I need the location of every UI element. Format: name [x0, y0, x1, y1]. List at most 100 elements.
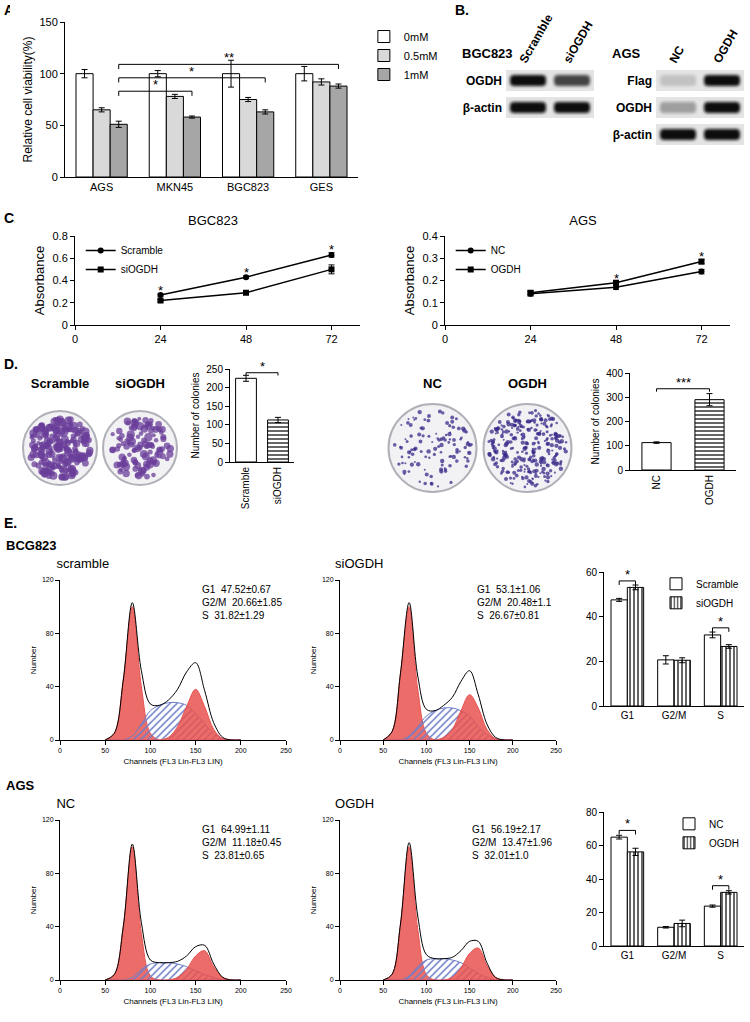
svg-text:200: 200 — [235, 987, 247, 994]
svg-text:48: 48 — [610, 333, 622, 345]
svg-text:BGC823: BGC823 — [188, 213, 238, 228]
svg-text:G1 56.19±2.17G2/M 13.47±1.96: G1 56.19±2.17G2/M 13.47±1.96S 32.01±1.0 — [472, 824, 552, 861]
svg-text:0.4: 0.4 — [53, 274, 68, 286]
svg-text:50: 50 — [46, 119, 58, 131]
svg-text:0mM: 0mM — [404, 31, 428, 43]
svg-text:*: * — [329, 242, 334, 257]
svg-text:OGDH: OGDH — [491, 264, 521, 275]
svg-text:120: 120 — [322, 576, 334, 583]
svg-text:GES: GES — [310, 181, 333, 193]
svg-text:50: 50 — [379, 987, 387, 994]
svg-text:50: 50 — [379, 747, 387, 754]
svg-text:80: 80 — [586, 807, 598, 818]
svg-text:OGDH: OGDH — [616, 101, 652, 115]
svg-text:24: 24 — [154, 333, 166, 345]
svg-text:150: 150 — [39, 16, 57, 28]
svg-text:0.4: 0.4 — [423, 230, 438, 242]
svg-text:OGDH: OGDH — [710, 27, 740, 65]
svg-text:0: 0 — [52, 171, 58, 183]
svg-text:*: * — [244, 265, 249, 280]
svg-text:48: 48 — [240, 333, 252, 345]
svg-text:**: ** — [224, 50, 234, 65]
svg-text:0: 0 — [217, 457, 223, 468]
svg-text:200: 200 — [507, 747, 519, 754]
svg-text:β-actin: β-actin — [463, 101, 502, 115]
svg-text:150: 150 — [190, 987, 202, 994]
svg-text:250: 250 — [550, 747, 562, 754]
svg-text:G1 47.52±0.67G2/M 20.66±1.85: G1 47.52±0.67G2/M 20.66±1.85S 31.82±1.29 — [202, 584, 282, 621]
svg-text:50: 50 — [101, 987, 109, 994]
svg-text:NC: NC — [491, 245, 505, 256]
svg-text:0: 0 — [338, 747, 342, 754]
svg-text:40: 40 — [326, 923, 334, 930]
svg-text:20: 20 — [586, 907, 598, 918]
svg-text:0: 0 — [330, 976, 334, 983]
svg-text:G2/M: G2/M — [662, 710, 686, 721]
svg-text:50: 50 — [101, 747, 109, 754]
svg-text:0.8: 0.8 — [53, 230, 68, 242]
svg-text:siOGDH: siOGDH — [696, 598, 733, 609]
svg-text:150: 150 — [464, 747, 476, 754]
svg-text:BGC823: BGC823 — [462, 46, 513, 61]
svg-text:Number: Number — [29, 885, 38, 914]
svg-text:OGDH: OGDH — [335, 796, 374, 811]
svg-text:0: 0 — [432, 319, 438, 331]
svg-text:Number of colonies: Number of colonies — [590, 378, 601, 464]
svg-text:Number: Number — [309, 885, 318, 914]
svg-text:Number: Number — [309, 645, 318, 674]
svg-text:OGDH: OGDH — [704, 475, 715, 505]
svg-text:Relative cell viability(%): Relative cell viability(%) — [21, 36, 35, 162]
svg-text:20: 20 — [586, 656, 598, 667]
svg-text:siOGDH: siOGDH — [115, 376, 165, 391]
svg-text:80: 80 — [46, 630, 54, 637]
svg-text:40: 40 — [46, 923, 54, 930]
svg-text:0: 0 — [62, 319, 68, 331]
svg-text:0.3: 0.3 — [423, 252, 438, 264]
svg-text:Scramble: Scramble — [121, 245, 164, 256]
svg-text:AGS: AGS — [90, 181, 113, 193]
svg-text:72: 72 — [695, 333, 707, 345]
svg-text:MKN45: MKN45 — [157, 181, 194, 193]
svg-text:NC: NC — [56, 796, 75, 811]
svg-text:300: 300 — [606, 392, 623, 403]
svg-text:Scramble: Scramble — [516, 11, 555, 65]
svg-text:G1 64.99±1.11G2/M 11.18±0.45: G1 64.99±1.11G2/M 11.18±0.45S 23.81±0.65 — [202, 824, 282, 861]
svg-text:0: 0 — [338, 987, 342, 994]
svg-text:Scramble: Scramble — [31, 376, 90, 391]
svg-text:Number of colonies: Number of colonies — [190, 372, 201, 458]
svg-text:G1: G1 — [621, 950, 635, 961]
svg-text:*: * — [153, 77, 158, 92]
svg-text:Scramble: Scramble — [240, 467, 251, 510]
svg-text:*: * — [614, 271, 619, 286]
svg-text:Absorbance: Absorbance — [32, 246, 47, 315]
svg-text:100: 100 — [39, 68, 57, 80]
svg-text:100: 100 — [421, 747, 433, 754]
svg-text:*: * — [718, 872, 723, 887]
svg-text:Channels (FL3 Lin-FL3 LIN): Channels (FL3 Lin-FL3 LIN) — [123, 757, 222, 766]
svg-text:AGS: AGS — [612, 46, 641, 61]
svg-text:S: S — [717, 950, 724, 961]
svg-text:400: 400 — [606, 368, 623, 379]
svg-text:100: 100 — [206, 419, 223, 430]
svg-text:60: 60 — [586, 840, 598, 851]
svg-text:*: * — [699, 249, 704, 264]
svg-text:0.2: 0.2 — [53, 297, 68, 309]
svg-text:Flag: Flag — [627, 74, 652, 88]
svg-text:150: 150 — [206, 401, 223, 412]
svg-text:0: 0 — [50, 736, 54, 743]
svg-text:AGS: AGS — [569, 213, 597, 228]
svg-text:1mM: 1mM — [404, 69, 428, 81]
svg-text:40: 40 — [326, 683, 334, 690]
svg-text:BGC823: BGC823 — [227, 181, 269, 193]
svg-text:***: *** — [676, 375, 691, 390]
svg-text:0: 0 — [58, 987, 62, 994]
svg-text:0.6: 0.6 — [53, 252, 68, 264]
svg-text:G2/M: G2/M — [662, 950, 686, 961]
svg-text:60: 60 — [586, 567, 598, 578]
svg-text:250: 250 — [206, 364, 223, 375]
svg-text:Absorbance: Absorbance — [402, 246, 417, 315]
svg-text:150: 150 — [190, 747, 202, 754]
svg-text:*: * — [625, 816, 630, 831]
svg-text:OGDH: OGDH — [466, 74, 502, 88]
svg-text:100: 100 — [606, 440, 623, 451]
